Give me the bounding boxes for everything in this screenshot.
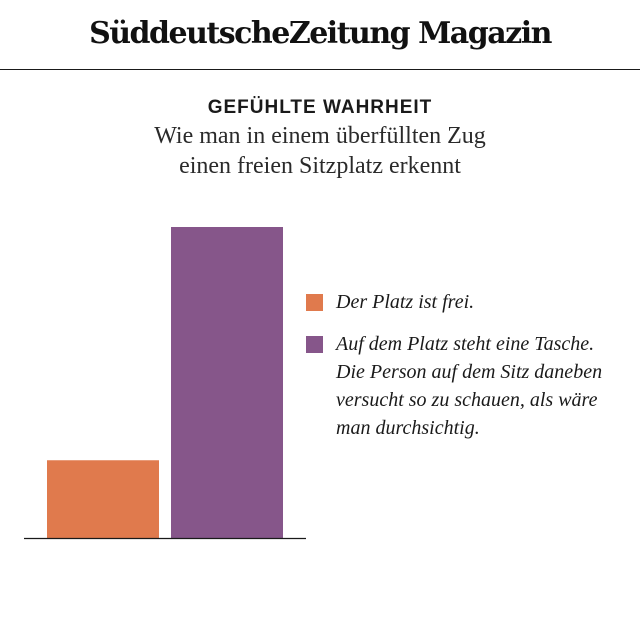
chart-subtitle-line-1: Wie man in einem überfüllten Zug bbox=[154, 123, 486, 149]
bar-bag bbox=[171, 227, 283, 538]
legend-label-bag: Auf dem Platz steht eine Tasche. Die Per… bbox=[336, 333, 603, 439]
chart-header: GEFÜHLTE WAHRHEIT Wie man in einem überf… bbox=[0, 96, 640, 180]
legend-swatch-purple bbox=[306, 336, 323, 353]
masthead: SüddeutscheZeitung Magazin bbox=[0, 0, 640, 70]
chart-kicker: GEFÜHLTE WAHRHEIT bbox=[207, 97, 433, 118]
sz-magazin-logo[interactable]: SüddeutscheZeitung Magazin bbox=[89, 16, 552, 51]
legend: Der Platz ist frei. Auf dem Platz steht … bbox=[306, 288, 626, 456]
legend-item-free: Der Platz ist frei. bbox=[306, 288, 626, 316]
legend-item-bag: Auf dem Platz steht eine Tasche. Die Per… bbox=[306, 330, 626, 442]
legend-label-free: Der Platz ist frei. bbox=[336, 291, 475, 313]
bar-group bbox=[47, 227, 283, 538]
legend-swatch-orange bbox=[306, 294, 323, 311]
bar-free bbox=[47, 460, 159, 538]
chart-subtitle-line-2: einen freien Sitzplatz erkennt bbox=[179, 153, 461, 179]
